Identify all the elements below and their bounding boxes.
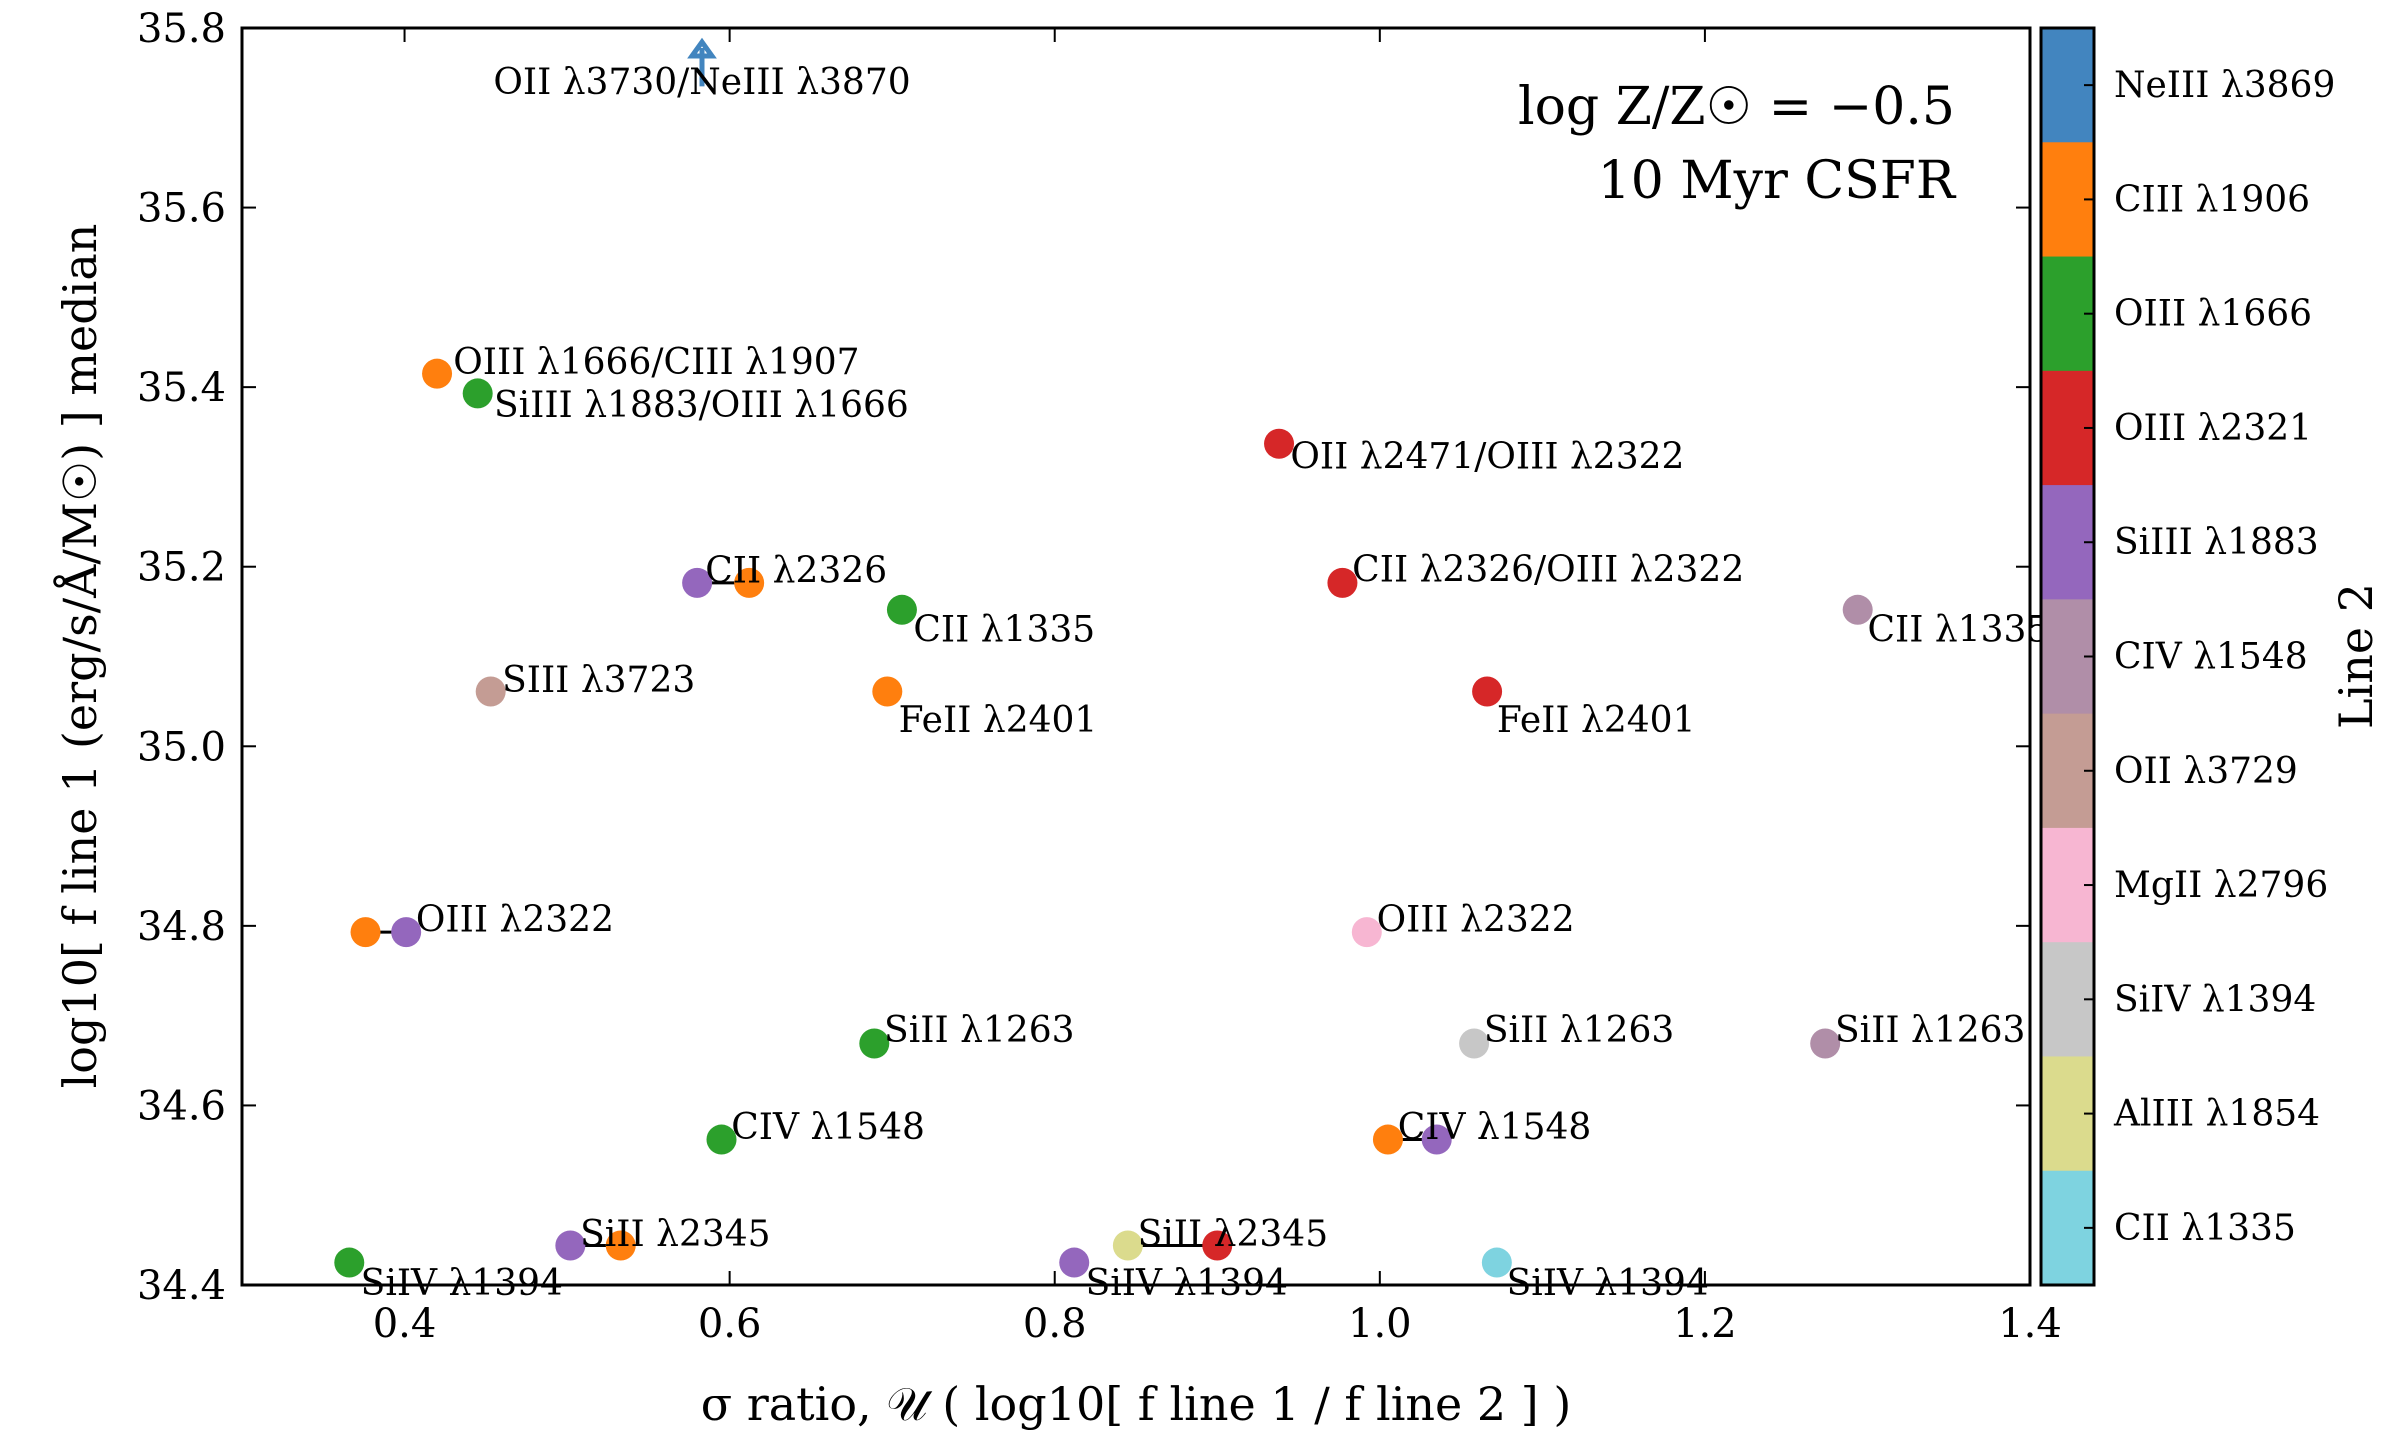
point-label: CIV λ1548 bbox=[1398, 1107, 1592, 1148]
colorbar-label: MgII λ2796 bbox=[2114, 865, 2328, 906]
x-tick-label: 0.6 bbox=[698, 1301, 762, 1347]
data-point bbox=[859, 1028, 890, 1059]
point-label: FeII λ2401 bbox=[899, 700, 1098, 741]
tick-labels: 0.4 0.6 0.8 1.0 1.2 1.4 34.4 34.6 34.8 35.0 35.2 35… bbox=[137, 6, 2062, 1347]
data-point bbox=[1472, 676, 1503, 707]
colorbar-label: SiIV λ1394 bbox=[2114, 979, 2316, 1020]
data-point bbox=[1059, 1247, 1090, 1278]
point-label: OII λ2471/OIII λ2322 bbox=[1290, 436, 1684, 477]
colorbar-label: OIII λ1666 bbox=[2114, 294, 2312, 335]
y-tick-label: 34.6 bbox=[137, 1083, 226, 1129]
point-label: SiII λ2345 bbox=[580, 1214, 771, 1255]
data-point bbox=[1327, 567, 1358, 598]
metallicity-annotation: log Z/Z☉ = −0.5 10 Myr CSFR bbox=[1518, 77, 1957, 211]
annotation-line-2: 10 Myr CSFR bbox=[1598, 151, 1957, 211]
data-point bbox=[872, 676, 903, 707]
data-point bbox=[1112, 1230, 1143, 1261]
colorbar-label: AlIII λ1854 bbox=[2113, 1094, 2320, 1135]
x-tick-label: 1.2 bbox=[1673, 1301, 1737, 1347]
data-point bbox=[1264, 428, 1295, 459]
data-point bbox=[1481, 1247, 1512, 1278]
y-tick-label: 35.2 bbox=[137, 545, 226, 591]
y-tick-label: 34.4 bbox=[137, 1263, 226, 1309]
y-tick-label: 35.0 bbox=[137, 724, 226, 770]
y-tick-label: 35.4 bbox=[137, 365, 226, 411]
point-label: OIII λ2322 bbox=[1377, 900, 1575, 941]
colorbar-label: CIII λ1906 bbox=[2114, 179, 2310, 220]
point-label: FeII λ2401 bbox=[1497, 700, 1696, 741]
data-point bbox=[334, 1247, 365, 1278]
chart-marks: OII λ3730/NeIII λ3870 OIII λ1666/CIII λ19… bbox=[242, 27, 2049, 1304]
colorbar-label: SiIII λ1883 bbox=[2114, 522, 2319, 563]
colorbar-frame bbox=[2039, 26, 2096, 1287]
data-point bbox=[475, 676, 506, 707]
point-label: SiII λ1263 bbox=[1835, 1010, 2026, 1051]
point-label: SiII λ2345 bbox=[1138, 1214, 1329, 1255]
data-point bbox=[1459, 1028, 1490, 1059]
data-point bbox=[1842, 594, 1873, 625]
point-label: CII λ1335 bbox=[913, 610, 1095, 651]
data-point bbox=[555, 1230, 586, 1261]
point-label: SiII λ1263 bbox=[884, 1010, 1075, 1051]
point-label: CII λ2326 bbox=[705, 550, 887, 591]
data-point bbox=[706, 1124, 737, 1155]
upper-limit-arrow-head bbox=[687, 37, 717, 59]
point-label: OIII λ2322 bbox=[416, 900, 614, 941]
point-label: CII λ1335 bbox=[1867, 610, 2049, 651]
colorbar-label: CIV λ1548 bbox=[2114, 637, 2308, 678]
x-tick-label: 1.0 bbox=[1348, 1301, 1412, 1347]
data-point bbox=[350, 917, 381, 948]
colorbar-label: CII λ1335 bbox=[2114, 1208, 2296, 1249]
point-label: CIV λ1548 bbox=[731, 1107, 925, 1148]
annotation-line-1: log Z/Z☉ = −0.5 bbox=[1518, 77, 1955, 137]
colorbar: NeIII λ3869 CIII λ1906 OIII λ1666 OIII λ232… bbox=[2039, 26, 2335, 1287]
y-tick-label: 34.8 bbox=[137, 904, 226, 950]
x-axis-title: σ ratio, 𝒰 ( log10[ f line 1 / f line 2 … bbox=[701, 1377, 1572, 1431]
x-tick-label: 1.4 bbox=[1998, 1301, 2062, 1347]
point-label: OIII λ1666/CIII λ1907 bbox=[453, 342, 859, 383]
data-point bbox=[1202, 1230, 1233, 1261]
colorbar-label: OIII λ2321 bbox=[2114, 408, 2312, 449]
plot-frame bbox=[240, 26, 2032, 1287]
data-point bbox=[1421, 1124, 1452, 1155]
point-label: CII λ2326/OIII λ2322 bbox=[1352, 549, 1744, 590]
point-label: SiII λ1263 bbox=[1484, 1010, 1675, 1051]
colorbar-title: Line 2 bbox=[2329, 583, 2383, 729]
data-point bbox=[1372, 1124, 1403, 1155]
data-point bbox=[886, 594, 917, 625]
data-point bbox=[462, 378, 493, 409]
colorbar-label: OII λ3729 bbox=[2114, 751, 2298, 792]
data-point bbox=[682, 567, 713, 598]
y-tick-label: 35.6 bbox=[137, 186, 226, 232]
colorbar-label: NeIII λ3869 bbox=[2114, 65, 2335, 106]
data-point bbox=[734, 567, 765, 598]
x-tick-label: 0.8 bbox=[1023, 1301, 1087, 1347]
x-tick-label: 0.4 bbox=[373, 1301, 437, 1347]
y-tick-label: 35.8 bbox=[137, 6, 226, 52]
data-point bbox=[1810, 1028, 1841, 1059]
data-point bbox=[391, 917, 422, 948]
data-point bbox=[1351, 917, 1382, 948]
data-point bbox=[422, 358, 453, 389]
data-point bbox=[605, 1230, 636, 1261]
y-axis-title: log10[ f line 1 (erg/s/Å/M☉) ] median bbox=[52, 224, 107, 1089]
point-label: OII λ3730/NeIII λ3870 bbox=[493, 62, 910, 103]
point-label: SiIII λ1883/OIII λ1666 bbox=[494, 385, 909, 426]
point-label: SIII λ3723 bbox=[502, 660, 695, 701]
